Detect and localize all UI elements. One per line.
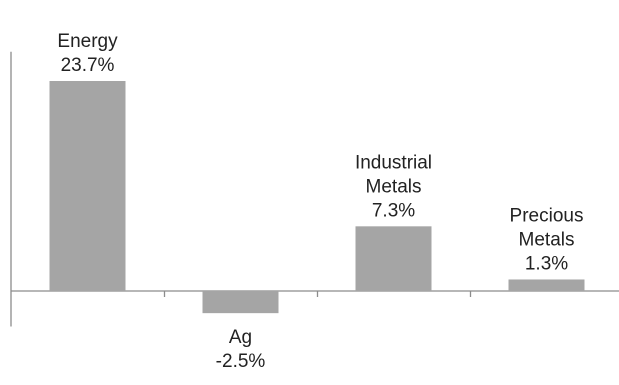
data-label: 1.3%: [525, 253, 568, 274]
bars-group: [49, 81, 585, 314]
bar-precious-metals: [508, 279, 585, 291]
data-label: 7.3%: [372, 200, 415, 221]
category-label: Precious: [510, 205, 584, 226]
bar-energy: [49, 81, 126, 291]
category-label: Industrial: [355, 152, 432, 173]
category-label: Ag: [229, 327, 252, 348]
bar-labels-group: Energy 23.7% Ag -2.5% Industrial Metals 7.3% Pr…: [57, 31, 583, 372]
bar-industrial-metals: [355, 226, 432, 291]
x-axis-ticks: [163, 291, 472, 297]
data-label: 23.7%: [61, 55, 115, 76]
category-label: Metals: [519, 229, 575, 250]
category-label: Energy: [57, 31, 118, 52]
category-label: Metals: [366, 176, 422, 197]
bar-ag: [202, 291, 279, 314]
data-label: -2.5%: [216, 351, 266, 372]
